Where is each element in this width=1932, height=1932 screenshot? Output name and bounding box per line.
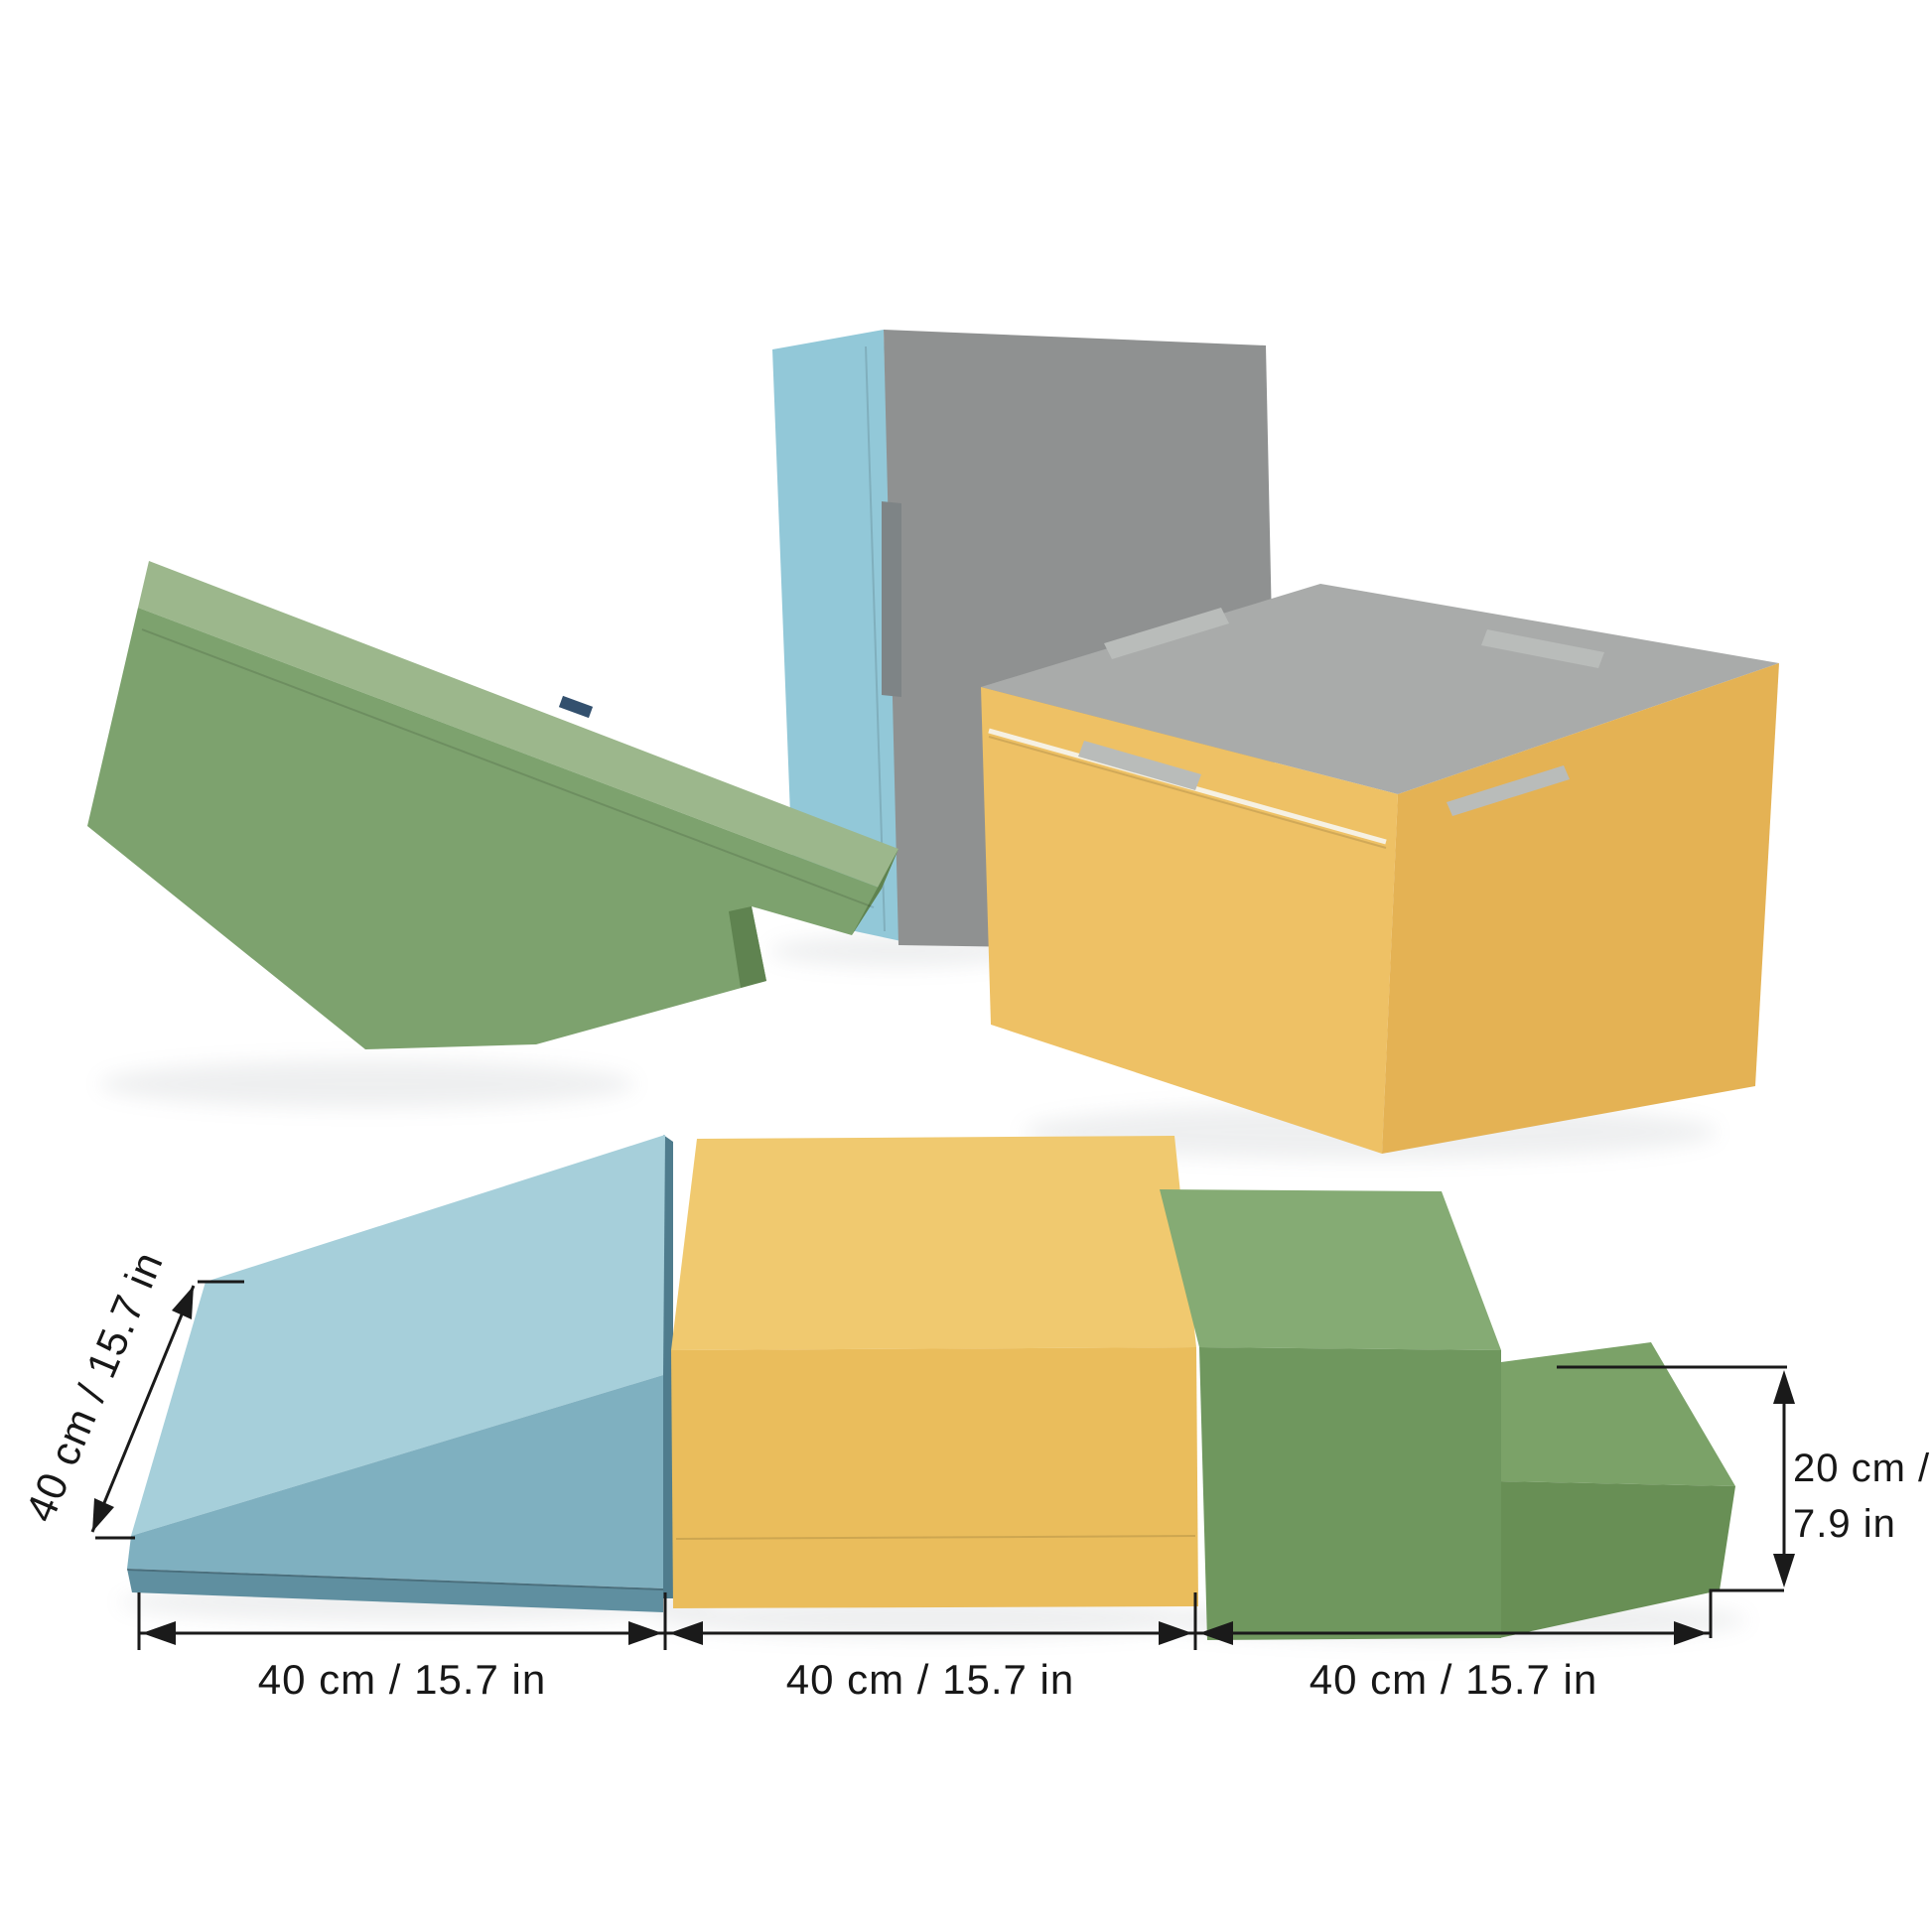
- stair-tall-front-face: [1199, 1347, 1501, 1640]
- ramp-base-seam: [126, 1569, 664, 1590]
- cube-front-seam: [675, 1535, 1196, 1540]
- cube-top-face: [671, 1136, 1196, 1350]
- slope-dimension-line: [90, 1285, 196, 1533]
- ramp-right-edge: [663, 1135, 673, 1598]
- width-label-stair: 40 cm / 15.7 in: [1310, 1656, 1597, 1703]
- velcro-block-zipper-shadow: [988, 736, 1387, 849]
- tipped-block-notch-face: [729, 906, 766, 988]
- arrowhead-icon: [669, 1621, 703, 1645]
- upright-block-blue-side: [772, 330, 901, 941]
- width-label-cube: 40 cm / 15.7 in: [786, 1656, 1074, 1703]
- stair-block: [1160, 1189, 1735, 1640]
- tipped-block-label-tag: [558, 695, 594, 719]
- arrowhead-up-icon: [1773, 1370, 1795, 1404]
- ramp-side-face: [127, 1375, 663, 1588]
- height-extension-elbow: [1709, 1588, 1784, 1638]
- height-label-line2: 7.9 in: [1793, 1502, 1896, 1546]
- stair-step-front-face: [1499, 1481, 1735, 1638]
- height-label-line1: 20 cm /: [1793, 1447, 1930, 1490]
- tipped-block-top-band: [138, 561, 898, 889]
- tipped-block-end-face: [852, 849, 898, 935]
- stair-step-top-face: [1499, 1342, 1735, 1486]
- velcro-block-yellow-left-face: [981, 687, 1398, 1154]
- cube-front-face: [671, 1347, 1198, 1608]
- arrowhead-left-icon: [142, 1621, 176, 1645]
- width-label-ramp: 40 cm / 15.7 in: [258, 1656, 546, 1703]
- tipped-block-stitch: [141, 628, 875, 908]
- velcro-strip-front-right: [1447, 765, 1570, 816]
- velcro-strip-back-left: [1104, 608, 1229, 659]
- upright-block-seam: [865, 345, 886, 932]
- stair-tall-top-face: [1160, 1189, 1501, 1350]
- arrowhead-icon: [1159, 1621, 1192, 1645]
- arrowhead-icon: [628, 1621, 662, 1645]
- arrowhead-slope-top-icon: [172, 1286, 194, 1319]
- velcro-strip-front-left: [1078, 741, 1201, 790]
- velcro-strips: [1078, 608, 1604, 816]
- tipped-block-front-face: [87, 608, 882, 1049]
- velcro-block-yellow-right-face: [1382, 663, 1779, 1154]
- cube-block: [671, 1136, 1198, 1608]
- ramp-slope-surface: [131, 1135, 665, 1536]
- arrowhead-right-icon: [1674, 1621, 1708, 1645]
- arrowhead-down-icon: [1773, 1554, 1795, 1587]
- upright-block-velcro-strip: [882, 501, 901, 697]
- dimension-lines: [90, 1280, 1795, 1650]
- velcro-strip-back-right: [1481, 629, 1604, 668]
- ramp-base-strip: [127, 1569, 663, 1612]
- velcro-top-block: [981, 584, 1779, 1154]
- ramp-wedge-block: [126, 1135, 673, 1612]
- arrowhead-slope-bottom-icon: [92, 1498, 114, 1532]
- tipped-stair-block: [87, 561, 898, 1049]
- arrowheads: [92, 1286, 1795, 1645]
- arrowhead-icon: [1199, 1621, 1233, 1645]
- shadow-cube: [655, 1598, 1211, 1638]
- shadow-tilted-block: [99, 1060, 635, 1108]
